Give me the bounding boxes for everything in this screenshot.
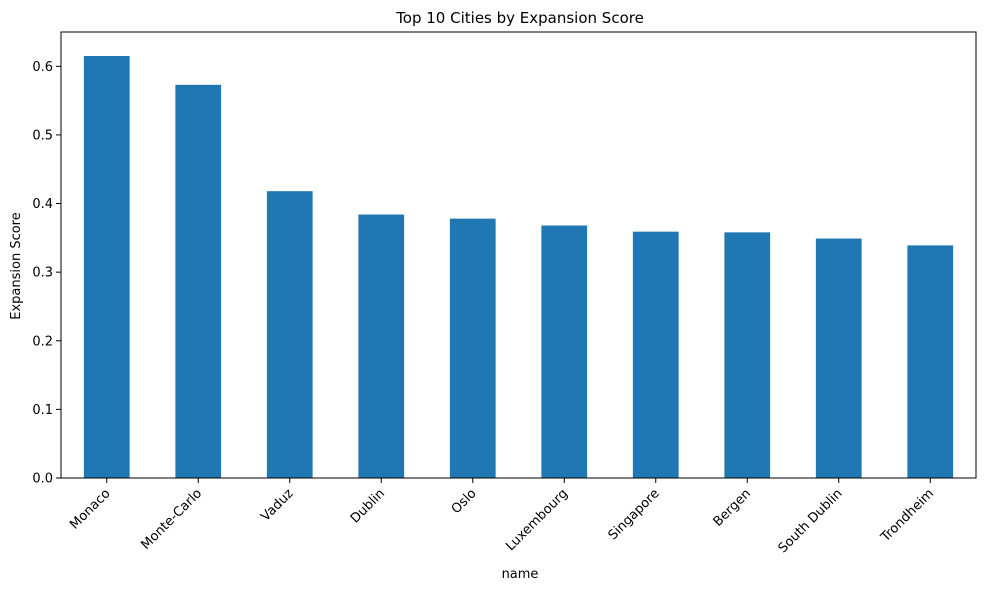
x-tick-label: Trondheim xyxy=(878,486,937,545)
y-axis-label: Expansion Score xyxy=(9,212,24,320)
bar-luxembourg xyxy=(541,225,588,478)
y-tick-label: 0.3 xyxy=(32,266,53,281)
y-tick-label: 0.4 xyxy=(32,197,53,212)
y-tick-label: 0.1 xyxy=(32,403,53,418)
x-tick-label: Oslo xyxy=(449,486,480,517)
x-tick-label: Bergen xyxy=(711,486,755,530)
x-tick-label: Luxembourg xyxy=(503,486,571,554)
bar-dublin xyxy=(358,214,405,479)
x-tick-label: Dublin xyxy=(348,486,388,526)
bars-group xyxy=(83,56,954,479)
plot-frame xyxy=(60,31,977,479)
x-axis: Monaco Monte-Carlo Vaduz Dublin Oslo Luxembou… xyxy=(67,478,937,556)
x-axis-label: name xyxy=(502,567,539,582)
bar-vaduz xyxy=(266,191,313,479)
x-tick-label: Vaduz xyxy=(258,486,296,524)
x-tick-label: South Dublin xyxy=(776,486,846,556)
y-tick-label: 0.2 xyxy=(32,334,53,349)
bar-trondheim xyxy=(907,245,954,478)
bar-monaco xyxy=(83,56,130,479)
y-tick-label: 0.5 xyxy=(32,128,53,143)
x-tick-label: Monte-Carlo xyxy=(138,486,205,553)
y-tick-label: 0.0 xyxy=(32,472,53,487)
bar-monte-carlo xyxy=(175,84,222,478)
y-tick-label: 0.6 xyxy=(32,60,53,75)
x-tick-label: Singapore xyxy=(606,486,663,543)
bar-bergen xyxy=(724,232,771,478)
bar-oslo xyxy=(449,218,496,478)
bar-singapore xyxy=(632,231,679,478)
y-axis: 0.0 0.1 0.2 0.3 0.4 0.5 0.6 xyxy=(32,60,61,487)
x-tick-label: Monaco xyxy=(67,486,113,532)
bar-south-dublin xyxy=(815,238,862,478)
chart-title: Top 10 Cities by Expansion Score xyxy=(395,9,644,27)
